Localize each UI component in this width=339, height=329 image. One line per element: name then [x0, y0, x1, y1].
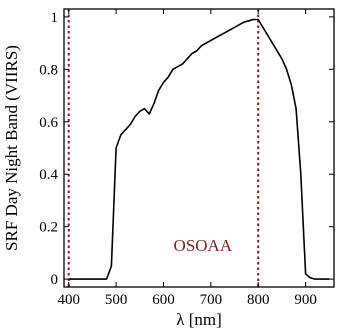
osoaa-annotation: OSOAA — [174, 236, 233, 255]
y-tick-label-1: 1 — [51, 10, 59, 26]
srf-series-line — [68, 18, 330, 280]
x-tick-label-400: 400 — [57, 292, 80, 308]
y-tick-label-0.4: 0.4 — [39, 167, 58, 183]
y-tick-label-0: 0 — [51, 272, 59, 288]
x-axis-title: λ [nm] — [176, 310, 222, 329]
y-tick-label-0.6: 0.6 — [39, 115, 58, 131]
y-tick-label-0.8: 0.8 — [39, 62, 58, 78]
plot-frame — [63, 8, 335, 288]
x-tick-label-900: 900 — [294, 292, 317, 308]
x-tick-label-500: 500 — [105, 292, 128, 308]
x-tick-label-700: 700 — [200, 292, 223, 308]
x-tick-label-600: 600 — [152, 292, 175, 308]
y-axis-title: SRF Day Night Band (VIIRS) — [2, 45, 21, 251]
x-tick-label-800: 800 — [247, 292, 270, 308]
y-tick-label-0.2: 0.2 — [39, 220, 58, 236]
